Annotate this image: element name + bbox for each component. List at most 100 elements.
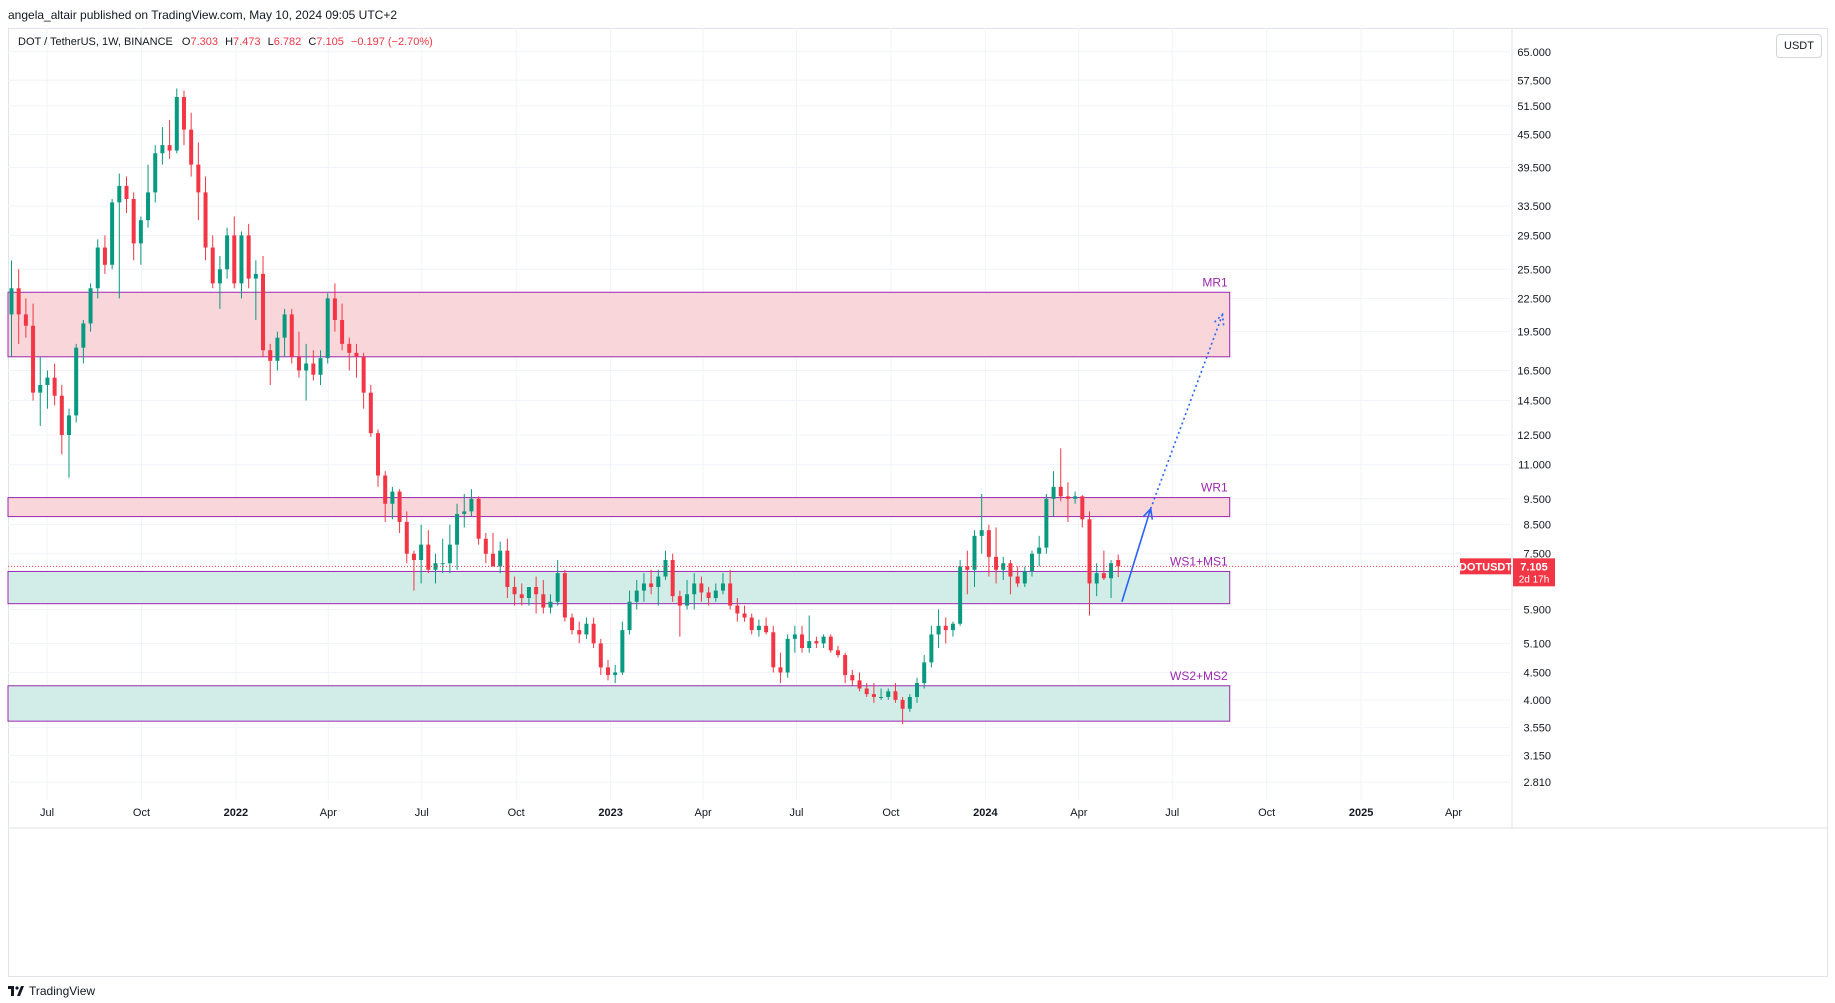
candle: [1001, 556, 1006, 580]
candle: [404, 511, 409, 564]
candle-body: [411, 553, 416, 561]
candle-body: [555, 573, 560, 602]
candle: [857, 672, 862, 692]
candle: [994, 527, 999, 584]
candle-body: [440, 563, 445, 565]
candle-body: [138, 220, 143, 244]
candle: [462, 493, 467, 528]
candle-body: [986, 530, 991, 557]
candle-body: [419, 544, 424, 561]
candle: [541, 579, 546, 614]
candle: [505, 538, 510, 598]
candle-body: [785, 638, 790, 673]
candle-body: [469, 498, 474, 512]
candle: [943, 617, 948, 644]
candle-body: [634, 590, 639, 602]
candle: [778, 652, 783, 684]
candle: [347, 337, 352, 371]
candle: [181, 90, 186, 146]
candle-body: [994, 556, 999, 570]
candle-body: [332, 298, 337, 321]
candle: [735, 597, 740, 622]
candle: [893, 683, 898, 703]
candle: [95, 239, 100, 299]
candle: [821, 634, 826, 648]
candle: [440, 538, 445, 574]
candle-body: [311, 363, 316, 375]
candle-body: [325, 298, 330, 359]
y-tick-label: 65.000: [1517, 47, 1551, 59]
candle: [685, 579, 690, 610]
candle: [38, 356, 43, 426]
candle: [742, 605, 747, 622]
candle-body: [268, 350, 273, 361]
candle-body: [792, 634, 797, 639]
candle: [261, 255, 266, 357]
candle: [217, 255, 222, 309]
candle-body: [541, 594, 546, 608]
candle-body: [814, 641, 819, 644]
zone-label: MR1: [1202, 275, 1228, 289]
candle-body: [1080, 496, 1085, 520]
candle: [383, 471, 388, 522]
candle: [922, 655, 927, 689]
candle: [958, 560, 963, 626]
candle-body: [656, 576, 661, 588]
tradingview-footer[interactable]: TradingView: [8, 982, 95, 1000]
candle: [929, 625, 934, 668]
zone-ws1-ms1: [7, 570, 1231, 605]
candle: [584, 617, 589, 639]
price-tag-countdown: 2d 17h: [1519, 574, 1550, 585]
candle: [325, 293, 330, 364]
candle: [210, 235, 215, 289]
candle: [972, 530, 977, 588]
candle: [1065, 482, 1070, 522]
y-tick-label: 19.500: [1517, 327, 1551, 339]
candle-body: [512, 587, 517, 595]
x-tick-label: Apr: [694, 807, 711, 819]
candle-body: [613, 672, 618, 676]
price-tag-bg: [1513, 558, 1555, 587]
ticker-tag-bg: [1460, 558, 1511, 575]
candle-body: [153, 153, 158, 193]
y-tick-label: 9.500: [1523, 494, 1551, 506]
candle-body: [871, 694, 876, 697]
candle-body: [764, 625, 769, 633]
candle: [764, 617, 769, 635]
candle-body: [627, 601, 632, 631]
candle: [605, 659, 610, 681]
y-tick-label: 5.900: [1523, 605, 1551, 617]
candle: [397, 489, 402, 534]
candle: [713, 583, 718, 602]
candle-body: [376, 433, 381, 476]
candle: [296, 331, 301, 378]
candle-body: [577, 630, 582, 635]
candle: [390, 486, 395, 520]
candle: [447, 524, 452, 574]
candle-body: [282, 314, 287, 338]
y-tick-label: 16.500: [1517, 365, 1551, 377]
candle: [411, 550, 416, 591]
candle: [512, 576, 517, 606]
candle-body: [685, 594, 690, 606]
candle-body: [455, 513, 460, 545]
candle-body: [756, 625, 761, 631]
candle-body: [232, 235, 237, 284]
candle-body: [800, 634, 805, 648]
candle-body: [843, 655, 848, 676]
zones-layer: MR1 WR1 WS1+MS1 WS2+MS2: [7, 275, 1231, 722]
candle: [871, 683, 876, 703]
candle: [491, 533, 496, 567]
candle: [174, 88, 179, 154]
candle-body: [59, 395, 64, 436]
candle: [864, 683, 869, 697]
candle-body: [922, 662, 927, 684]
symbol-legend[interactable]: DOT / TetherUS, 1W, BINANCE O7.303 H7.47…: [18, 36, 437, 48]
candle: [785, 634, 790, 678]
candle: [756, 619, 761, 637]
candle-body: [318, 358, 323, 375]
currency-button[interactable]: USDT: [1776, 34, 1822, 58]
candle: [368, 385, 373, 437]
candle-body: [670, 560, 675, 597]
